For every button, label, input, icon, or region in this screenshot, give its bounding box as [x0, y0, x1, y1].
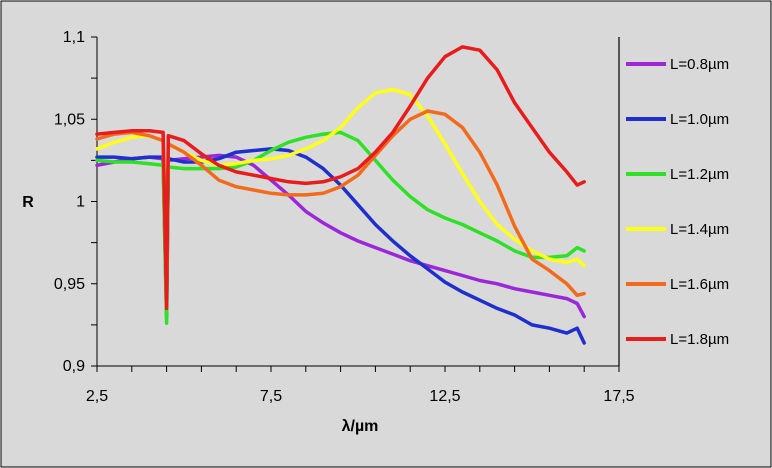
series-layer [95, 45, 586, 345]
x-tick-label: 17,5 [603, 388, 634, 405]
legend: L=0.8µm L=1.0µm L=1.2µm L=1.4µm L=1.6µm L=1.8… [626, 56, 729, 348]
x-tick-label: 12,5 [429, 388, 460, 405]
x-tick-label: 7,5 [260, 388, 282, 405]
legend-label-5: L=1.6µm [670, 276, 729, 293]
y-tick-label: 0,95 [54, 276, 85, 293]
y-tick-label: 1,05 [54, 111, 85, 128]
legend-label-3: L=1.2µm [670, 166, 729, 183]
y-tick-label: 1,1 [63, 29, 85, 46]
y-axis-title: R [22, 194, 34, 211]
legend-label-1: L=0.8µm [670, 56, 729, 73]
legend-label-2: L=1.0µm [670, 111, 729, 128]
y-tick-label: 1 [76, 194, 85, 211]
y-tick-label: 0,9 [63, 358, 85, 375]
series-line-6 [95, 45, 586, 311]
x-tick-label: 2,5 [86, 388, 108, 405]
legend-label-6: L=1.8µm [670, 331, 729, 348]
legend-label-4: L=1.4µm [670, 221, 729, 238]
axes-layer: 0,9 0,95 1 1,05 1,1 2,5 7,5 12,5 17,5 [54, 29, 635, 405]
x-axis-title: λ/µm [342, 418, 379, 435]
